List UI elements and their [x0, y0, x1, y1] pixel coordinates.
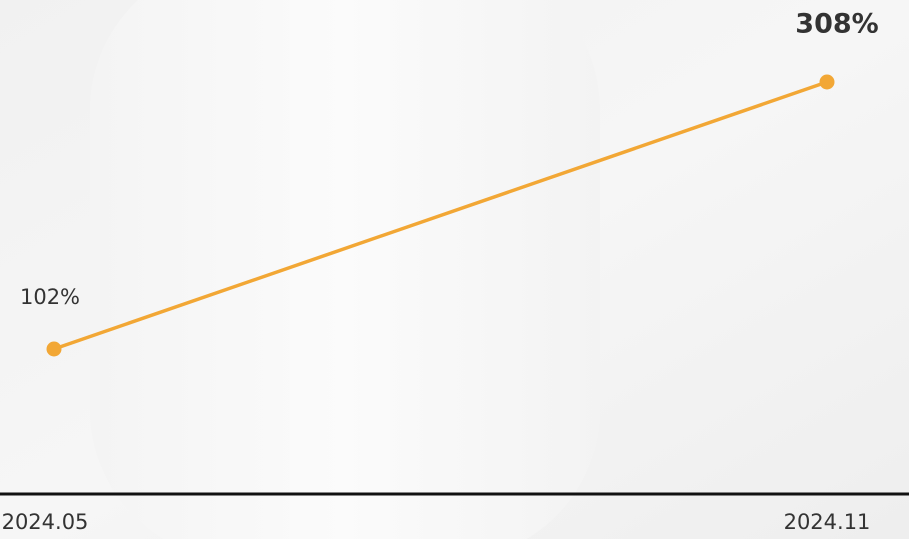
data-point — [46, 341, 62, 357]
value-label: 308% — [795, 9, 878, 40]
data-point — [819, 74, 835, 90]
data-line — [53, 80, 828, 351]
background-speaker — [90, 0, 600, 539]
x-tick-label: 2024.11 — [784, 510, 871, 534]
x-tick-label: 2024.05 — [2, 510, 89, 534]
value-label: 102% — [20, 285, 80, 309]
